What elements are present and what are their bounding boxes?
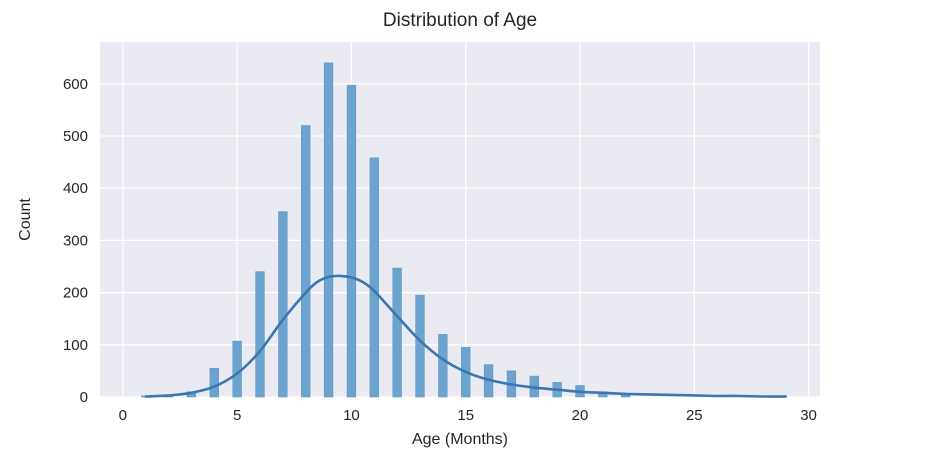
plot-area <box>100 42 820 397</box>
histogram-bar <box>369 157 379 398</box>
chart-title: Distribution of Age <box>383 10 537 31</box>
histogram-bar <box>301 125 311 398</box>
x-tick-label: 0 <box>119 407 127 424</box>
y-tick-label: 300 <box>63 232 88 249</box>
histogram-bar <box>392 267 402 398</box>
histogram-bar <box>255 271 265 398</box>
y-tick-labels: 0 100 200 300 400 500 600 <box>63 76 88 406</box>
x-tick-labels: 0 5 10 15 20 25 30 <box>119 407 817 424</box>
x-axis-label: Age (Months) <box>412 431 508 448</box>
histogram-bar <box>415 294 425 398</box>
x-tick-label: 10 <box>343 407 360 424</box>
y-tick-label: 0 <box>80 389 88 406</box>
histogram-bar <box>278 211 288 398</box>
y-tick-label: 500 <box>63 128 88 145</box>
kde-curve <box>144 274 787 398</box>
y-axis-label: Count <box>17 198 34 241</box>
histogram-bar <box>346 85 357 398</box>
x-tick-label: 20 <box>572 407 589 424</box>
histogram-bar <box>209 367 219 398</box>
histogram-bar <box>323 62 334 398</box>
histogram-bar <box>232 340 242 398</box>
x-tick-label: 15 <box>457 407 474 424</box>
x-tick-label: 25 <box>686 407 703 424</box>
y-tick-label: 200 <box>63 285 88 302</box>
x-tick-label: 5 <box>233 407 241 424</box>
y-tick-label: 600 <box>63 76 88 93</box>
gridlines <box>100 42 820 398</box>
y-tick-label: 400 <box>63 180 88 197</box>
y-tick-label: 100 <box>63 337 88 354</box>
x-tick-label: 30 <box>800 407 817 424</box>
histogram-bar <box>438 334 448 398</box>
